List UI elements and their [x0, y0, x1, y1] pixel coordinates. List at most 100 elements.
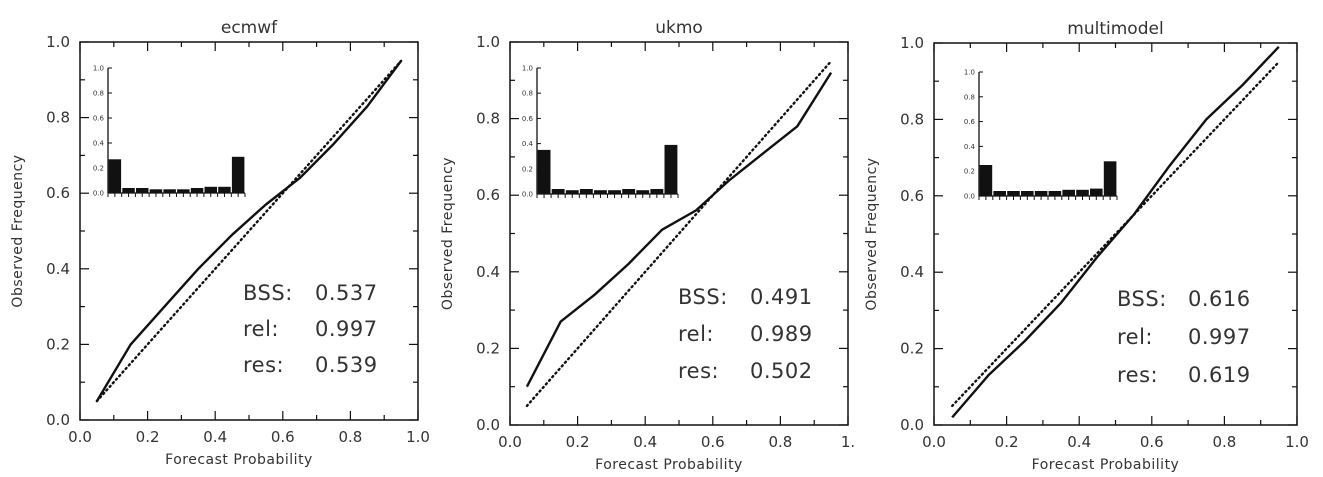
- inset-histogram: 0.0 0.2 0.4 0.6 0.8 1.0: [964, 69, 1118, 201]
- inset-y-tick-label: 0.8: [964, 93, 975, 101]
- inset-y-tick-label: 0.4: [522, 140, 534, 148]
- inset-bar: [608, 190, 621, 194]
- y-tick-label: 1.0: [476, 33, 500, 51]
- chart-panel-ecmwf: ecmwf 0.0 0.2 0.4 0.6 0.8 1.0 0.0 0.2 0.4 0.6 0.8 1.…: [0, 0, 440, 477]
- stat-label: res:: [243, 353, 284, 377]
- y-tick-label: 0.4: [46, 260, 70, 278]
- inset-y-tick-label: 0.2: [964, 168, 975, 176]
- x-tick-label: 1.0: [1285, 433, 1309, 451]
- inset-bar: [1021, 191, 1034, 196]
- x-axis-label: Forecast Probability: [595, 457, 743, 473]
- x-tick-label: 0.4: [203, 428, 227, 446]
- stat-label: res:: [678, 359, 719, 383]
- chart-svg-ecmwf: ecmwf 0.0 0.2 0.4 0.6 0.8 1.0 0.0 0.2 0.4 0.6 0.8 1.…: [10, 18, 430, 468]
- chart-title: ukmo: [655, 18, 703, 38]
- y-tick-label: 0.4: [476, 263, 500, 281]
- inset-bar: [190, 188, 204, 193]
- inset-bar: [163, 189, 176, 194]
- x-tick-label: 0.8: [1212, 433, 1236, 451]
- stat-value: 0.491: [750, 285, 813, 309]
- y-axis-label: Observed Frequency: [864, 157, 880, 310]
- chart-panel-multimodel: multimodel 0.0 0.2 0.4 0.6 0.8 1.0 0.0 0.2 0.4 0.6…: [864, 0, 1323, 477]
- inset-bar: [650, 189, 664, 194]
- x-tick-label: 0.0: [922, 433, 946, 451]
- chart-title: ecmwf: [221, 18, 278, 38]
- perfect-reliability-line: [95, 59, 403, 403]
- stat-value: 0.537: [315, 281, 378, 305]
- reliability-curve: [951, 45, 1280, 419]
- inset-bar: [1103, 161, 1117, 196]
- y-tick-label: 0.8: [900, 110, 924, 128]
- inset-y-tick-label: 0.0: [522, 191, 533, 199]
- stat-label: res:: [1117, 363, 1158, 387]
- inset-y-tick-label: 0.4: [964, 143, 976, 151]
- inset-y-tick-label: 1.0: [522, 65, 533, 73]
- inset-bar: [993, 191, 1006, 196]
- x-tick-label: 0.8: [338, 428, 362, 446]
- stat-label: BSS:: [1117, 287, 1167, 311]
- perfect-reliability-line: [525, 60, 833, 408]
- reliability-curve: [525, 71, 833, 388]
- x-tick-label: 0.4: [1067, 433, 1091, 451]
- inset-y-tick-label: 0.4: [93, 140, 105, 148]
- stat-value: 0.619: [1188, 363, 1251, 387]
- inset-y-tick-label: 0.8: [522, 90, 533, 98]
- x-tick-label: 1.0: [406, 428, 430, 446]
- y-tick-label: 0.2: [900, 340, 924, 358]
- reliability-curve: [95, 60, 403, 402]
- y-tick-label: 0.0: [46, 411, 70, 429]
- inset-bar: [622, 189, 636, 194]
- stat-value: 0.989: [750, 322, 813, 346]
- x-tick-label: 0.0: [68, 428, 92, 446]
- inset-bar: [551, 189, 565, 194]
- inset-y-tick-label: 0.6: [93, 115, 105, 123]
- y-tick-label: 0.6: [476, 186, 500, 204]
- inset-histogram: 0.0 0.2 0.4 0.6 0.8 1.0: [522, 65, 679, 199]
- inset-bar: [108, 159, 122, 194]
- y-tick-label: 0.6: [900, 187, 924, 205]
- x-tick-label: 0.2: [566, 433, 590, 451]
- inset-bar: [579, 189, 593, 194]
- inset-bar: [594, 190, 607, 194]
- inset-y-tick-label: 0.6: [964, 118, 976, 126]
- y-tick-label: 0.6: [46, 184, 70, 202]
- stat-value: 0.997: [1188, 325, 1251, 349]
- chart-svg-ukmo: ukmo 0.0 0.2 0.4 0.6 0.8 1. 0.0 0.2 0.4 0.6 0.8 1.0 F…: [440, 18, 855, 473]
- x-tick-label: 0.8: [768, 433, 792, 451]
- inset-bar: [177, 189, 190, 194]
- x-tick-label: 0.2: [995, 433, 1019, 451]
- x-tick-label: 1.: [841, 433, 855, 451]
- x-tick-label: 0.0: [498, 433, 522, 451]
- inset-y-tick-label: 0.0: [93, 190, 104, 198]
- inset-bar: [1062, 189, 1075, 196]
- inset-bar: [565, 190, 579, 194]
- stat-value: 0.997: [315, 317, 378, 341]
- x-tick-label: 0.4: [633, 433, 657, 451]
- inset-bar: [537, 149, 551, 194]
- stat-label: rel:: [678, 322, 714, 346]
- inset-histogram: 0.0 0.2 0.4 0.6 0.8 1.0: [93, 65, 246, 198]
- inset-bar: [218, 186, 231, 194]
- inset-y-tick-label: 0.0: [964, 193, 975, 201]
- inset-y-tick-label: 1.0: [964, 69, 975, 77]
- stat-label: rel:: [1117, 325, 1153, 349]
- inset-bar: [1090, 188, 1103, 196]
- stat-value: 0.539: [315, 353, 378, 377]
- inset-bar: [979, 165, 993, 196]
- x-tick-label: 0.6: [271, 428, 295, 446]
- x-tick-label: 0.6: [701, 433, 725, 451]
- inset-bar: [149, 189, 163, 194]
- inset-bar: [204, 186, 217, 194]
- chart-panel-ukmo: ukmo 0.0 0.2 0.4 0.6 0.8 1. 0.0 0.2 0.4 0.6 0.8 1.0 F…: [440, 0, 870, 477]
- inset-y-tick-label: 0.2: [93, 165, 104, 173]
- inset-bar: [231, 156, 245, 194]
- stat-label: BSS:: [243, 281, 293, 305]
- stat-value: 0.616: [1188, 287, 1251, 311]
- perfect-reliability-line: [950, 60, 1280, 408]
- inset-y-tick-label: 1.0: [93, 65, 104, 73]
- y-tick-label: 0.0: [900, 416, 924, 434]
- inset-y-tick-label: 0.6: [522, 115, 534, 123]
- y-axis-label: Observed Frequency: [440, 157, 456, 310]
- inset-bar: [1048, 191, 1062, 196]
- y-tick-label: 0.8: [476, 110, 500, 128]
